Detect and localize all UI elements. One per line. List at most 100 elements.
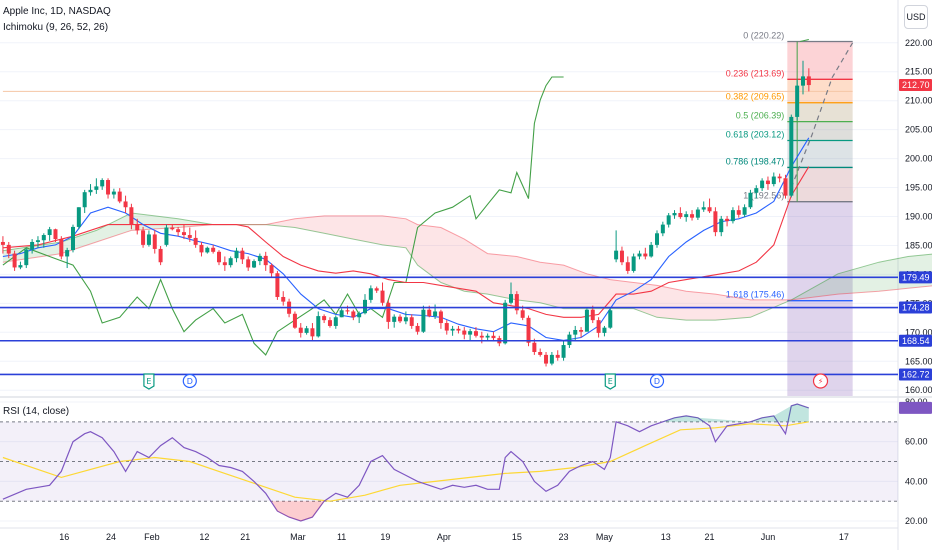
candle[interactable] <box>666 213 671 228</box>
candle[interactable] <box>0 236 5 254</box>
candle[interactable] <box>655 230 659 248</box>
candle[interactable] <box>503 299 508 345</box>
candle[interactable] <box>514 291 519 315</box>
fib-projection-path[interactable] <box>790 42 854 188</box>
candle[interactable] <box>363 294 367 315</box>
candle[interactable] <box>690 210 695 221</box>
candle[interactable] <box>187 227 192 242</box>
candle[interactable] <box>509 282 513 305</box>
candle[interactable] <box>205 246 210 254</box>
candle[interactable] <box>6 241 11 259</box>
candle[interactable] <box>41 233 46 248</box>
candle[interactable] <box>421 305 426 333</box>
candle[interactable] <box>30 239 35 254</box>
candle[interactable] <box>351 309 356 321</box>
candle[interactable] <box>637 250 642 260</box>
candle[interactable] <box>619 246 624 266</box>
candle[interactable] <box>217 250 221 266</box>
candle[interactable] <box>491 331 496 341</box>
candle[interactable] <box>292 311 297 329</box>
candle[interactable] <box>199 241 204 257</box>
candle[interactable] <box>65 247 70 269</box>
candle[interactable] <box>176 226 181 237</box>
candle[interactable] <box>479 331 484 344</box>
candle[interactable] <box>240 247 245 264</box>
candle[interactable] <box>135 218 140 235</box>
candle[interactable] <box>403 311 408 325</box>
candle[interactable] <box>24 247 29 269</box>
candle[interactable] <box>561 340 566 361</box>
candle[interactable] <box>409 314 414 329</box>
candle[interactable] <box>327 317 332 328</box>
candle[interactable] <box>614 230 619 263</box>
candle[interactable] <box>771 172 776 187</box>
candle[interactable] <box>526 315 531 347</box>
candle[interactable] <box>100 178 105 190</box>
candle[interactable] <box>456 325 461 334</box>
candle[interactable] <box>234 247 239 263</box>
candle[interactable] <box>158 246 163 266</box>
candle[interactable] <box>164 224 169 247</box>
candle[interactable] <box>736 205 741 218</box>
candle[interactable] <box>584 308 589 332</box>
candle[interactable] <box>123 195 128 214</box>
ichimoku-legend[interactable]: Ichimoku (9, 26, 52, 26) <box>3 22 109 33</box>
candle[interactable] <box>18 261 23 270</box>
candle[interactable] <box>82 189 87 214</box>
candle[interactable] <box>71 224 75 253</box>
earnings-marker[interactable]: E <box>604 373 616 390</box>
candle[interactable] <box>602 325 607 337</box>
candle[interactable] <box>748 189 753 209</box>
candle[interactable] <box>170 224 175 231</box>
candle[interactable] <box>111 188 116 199</box>
candle[interactable] <box>386 299 391 329</box>
candle[interactable] <box>106 178 111 199</box>
candle[interactable] <box>579 327 584 338</box>
rsi-line[interactable] <box>2 403 809 522</box>
candle[interactable] <box>538 348 543 357</box>
candle[interactable] <box>631 253 636 273</box>
candle[interactable] <box>59 236 64 260</box>
base-line[interactable] <box>2 166 810 318</box>
currency-button[interactable]: USD <box>904 5 928 29</box>
candle[interactable] <box>263 251 268 271</box>
candle[interactable] <box>76 207 81 230</box>
candle[interactable] <box>795 79 800 121</box>
candle[interactable] <box>415 323 420 335</box>
candle[interactable] <box>801 60 805 95</box>
candle[interactable] <box>678 207 683 219</box>
candle[interactable] <box>392 314 397 328</box>
candle[interactable] <box>649 241 654 258</box>
candle[interactable] <box>322 314 327 324</box>
candle[interactable] <box>398 314 403 324</box>
alert-marker[interactable]: ⚡ <box>812 373 829 389</box>
candle[interactable] <box>252 259 257 269</box>
candle[interactable] <box>222 256 227 271</box>
candle[interactable] <box>643 247 648 260</box>
candle[interactable] <box>88 184 93 196</box>
candle[interactable] <box>246 256 251 271</box>
candle[interactable] <box>281 291 286 306</box>
candle[interactable] <box>357 311 362 324</box>
candle[interactable] <box>544 351 549 367</box>
candle[interactable] <box>742 204 747 218</box>
dividend-marker[interactable]: D <box>182 373 197 389</box>
candle[interactable] <box>380 282 385 306</box>
candle[interactable] <box>257 253 262 266</box>
candle[interactable] <box>129 203 134 230</box>
rsi-ma-line[interactable] <box>2 421 809 502</box>
candle[interactable] <box>783 174 788 199</box>
candle[interactable] <box>275 270 280 300</box>
candle[interactable] <box>12 250 17 271</box>
candle[interactable] <box>701 201 706 212</box>
candle[interactable] <box>707 198 712 214</box>
candle[interactable] <box>625 256 630 274</box>
candle[interactable] <box>730 207 735 224</box>
candle[interactable] <box>444 320 449 335</box>
candle[interactable] <box>146 230 151 247</box>
candle[interactable] <box>310 323 315 341</box>
candle[interactable] <box>549 351 554 366</box>
candle[interactable] <box>789 114 794 198</box>
candle[interactable] <box>695 207 700 220</box>
candle[interactable] <box>438 309 443 329</box>
